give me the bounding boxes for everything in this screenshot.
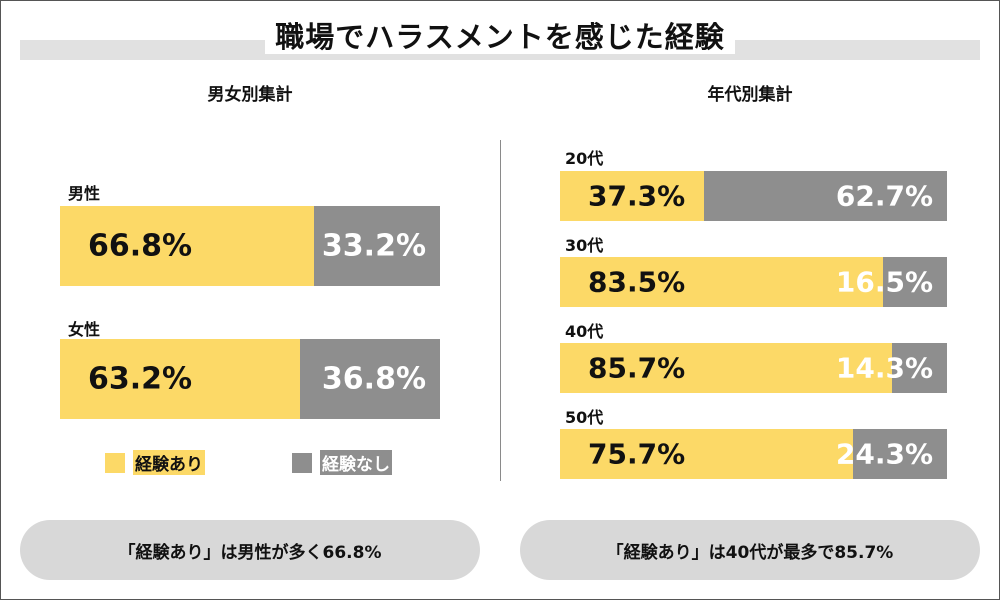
legend-swatch-no	[292, 452, 312, 473]
stacked-bar: 37.3% 62.7%	[560, 171, 947, 221]
category-label: 20代	[565, 149, 604, 168]
data-label-yes: 75.7%	[588, 437, 686, 471]
bar-segment-no	[891, 343, 947, 393]
data-label-yes: 37.3%	[588, 179, 686, 213]
category-label: 50代	[565, 408, 604, 427]
stacked-bar: 63.2% 36.8%	[60, 339, 440, 419]
data-label-yes: 66.8%	[88, 228, 193, 264]
category-label: 女性	[68, 320, 101, 339]
bar-segment-yes: 66.8%	[60, 206, 314, 286]
category-label: 男性	[68, 184, 101, 203]
bar-segment-no	[313, 206, 440, 286]
data-label-yes: 83.5%	[588, 265, 686, 299]
bar-segment-yes: 75.7%	[560, 429, 853, 479]
bar-segment-no	[300, 339, 440, 419]
section-title-gender: 男女別集計	[207, 85, 293, 105]
stacked-bar: 83.5% 16.5%	[560, 257, 947, 307]
data-label-yes: 85.7%	[588, 351, 686, 385]
summary-pill-age: 「経験あり」は40代が最多で85.7%	[520, 520, 980, 580]
bar-segment-no	[704, 171, 947, 221]
bar-segment-yes: 83.5%	[560, 257, 884, 307]
legend-label-no: 経験なし	[320, 450, 392, 475]
bar-segment-no	[883, 257, 947, 307]
category-label: 40代	[565, 322, 604, 341]
stacked-bar: 66.8% 33.2%	[60, 206, 440, 286]
section-title-age: 年代別集計	[707, 85, 793, 105]
data-label-yes: 63.2%	[88, 361, 193, 397]
bar-segment-yes: 37.3%	[560, 171, 705, 221]
legend-swatch-yes	[105, 452, 125, 473]
summary-pill-gender: 「経験あり」は男性が多く66.8%	[20, 520, 480, 580]
data-label-no: 33.2%	[321, 228, 426, 264]
data-label-no: 14.3%	[835, 351, 933, 385]
bar-segment-no	[852, 429, 947, 479]
bar-segment-yes: 85.7%	[560, 343, 892, 393]
data-label-no: 16.5%	[835, 265, 933, 299]
chart-title: 職場でハラスメントを感じた経験	[0, 14, 1000, 56]
data-label-no: 62.7%	[835, 179, 933, 213]
bar-segment-yes: 63.2%	[60, 339, 301, 419]
section-divider	[500, 140, 501, 481]
data-label-no: 24.3%	[835, 437, 933, 471]
category-label: 30代	[565, 236, 604, 255]
legend-label-yes: 経験あり	[133, 450, 205, 475]
stacked-bar: 75.7% 24.3%	[560, 429, 947, 479]
stacked-bar: 85.7% 14.3%	[560, 343, 947, 393]
data-label-no: 36.8%	[321, 361, 426, 397]
legend-item-yes: 経験あり	[105, 450, 205, 475]
legend-item-no: 経験なし	[292, 450, 392, 475]
